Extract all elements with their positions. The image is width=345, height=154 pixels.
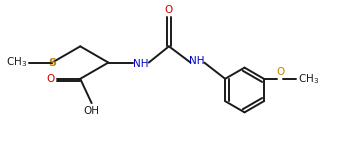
Text: CH$_3$: CH$_3$ [298, 72, 319, 86]
Text: O: O [47, 74, 55, 84]
Text: NH: NH [133, 59, 149, 69]
Text: CH$_3$: CH$_3$ [7, 56, 28, 69]
Text: OH: OH [83, 106, 100, 116]
Text: O: O [276, 67, 284, 77]
Text: O: O [165, 5, 173, 15]
Text: S: S [48, 58, 56, 68]
Text: NH: NH [189, 56, 205, 66]
